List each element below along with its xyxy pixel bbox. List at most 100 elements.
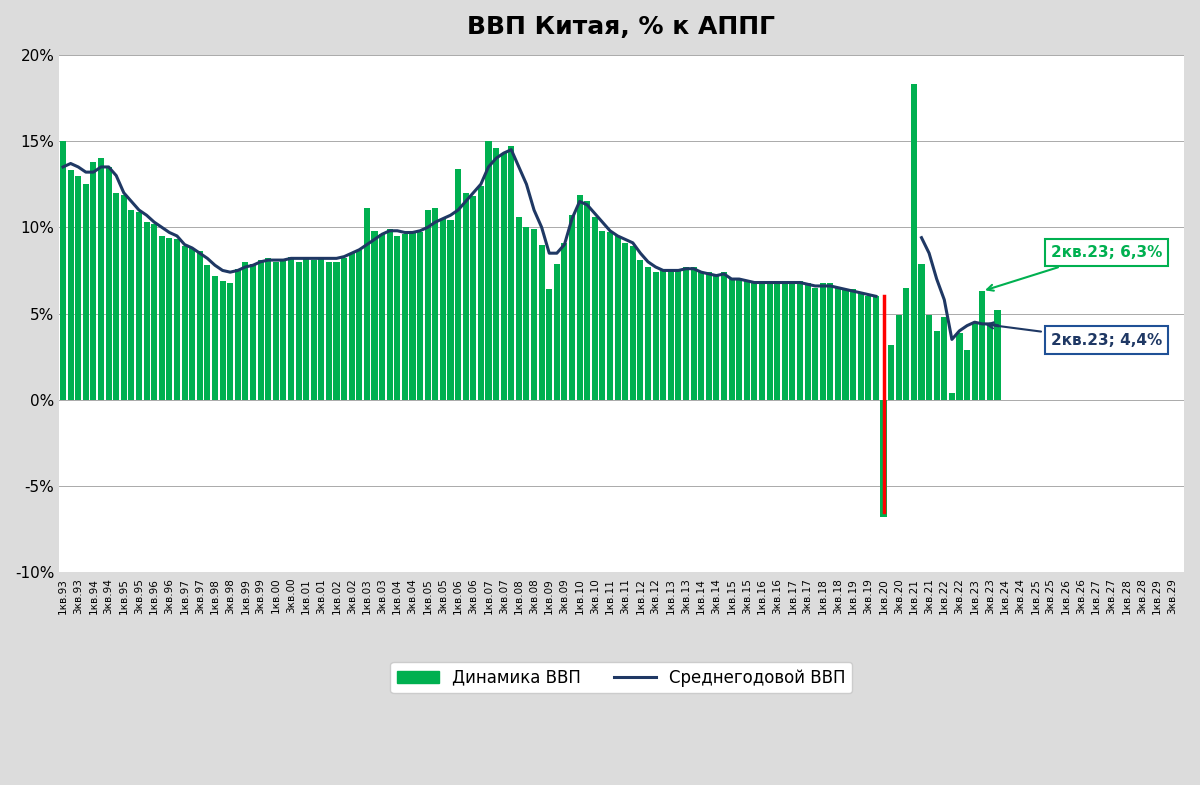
Bar — [395, 236, 401, 400]
Bar — [667, 268, 674, 400]
Bar — [926, 316, 932, 400]
Bar — [607, 232, 613, 400]
Bar — [721, 272, 727, 400]
Bar — [67, 170, 73, 400]
Bar — [881, 400, 887, 517]
Bar — [736, 279, 743, 400]
Bar — [258, 260, 264, 400]
Bar — [820, 283, 826, 400]
Bar — [144, 222, 150, 400]
Text: 2кв.23; 4,4%: 2кв.23; 4,4% — [988, 323, 1162, 348]
Bar — [599, 231, 606, 400]
Bar — [212, 276, 218, 400]
Bar — [250, 264, 256, 400]
Bar — [90, 162, 96, 400]
Bar — [265, 258, 271, 400]
Bar — [804, 283, 810, 400]
Bar — [676, 270, 682, 400]
Bar — [288, 257, 294, 400]
Bar — [425, 210, 431, 400]
Bar — [509, 146, 515, 400]
Title: ВВП Китая, % к АППГ: ВВП Китая, % к АППГ — [468, 15, 775, 39]
Bar — [904, 287, 910, 400]
Bar — [486, 141, 492, 400]
Bar — [622, 243, 629, 400]
Bar — [326, 262, 332, 400]
Bar — [827, 283, 833, 400]
Bar — [713, 276, 720, 400]
Bar — [767, 284, 773, 400]
Bar — [516, 217, 522, 400]
Bar — [683, 267, 689, 400]
Bar — [584, 202, 590, 400]
Bar — [660, 270, 666, 400]
Bar — [744, 281, 750, 400]
Text: 2кв.23; 6,3%: 2кв.23; 6,3% — [988, 245, 1162, 290]
Bar — [781, 283, 787, 400]
Bar — [379, 234, 385, 400]
Bar — [644, 267, 652, 400]
Bar — [204, 265, 210, 400]
Bar — [349, 254, 355, 400]
Bar — [576, 195, 583, 400]
Bar — [562, 243, 568, 400]
Bar — [895, 316, 901, 400]
Bar — [758, 284, 764, 400]
Bar — [956, 333, 962, 400]
Bar — [295, 262, 301, 400]
Bar — [386, 229, 392, 400]
Bar — [911, 84, 917, 400]
Bar — [478, 186, 484, 400]
Bar — [690, 267, 697, 400]
Bar — [304, 257, 310, 400]
Bar — [356, 250, 362, 400]
Bar — [463, 193, 469, 400]
Bar — [281, 260, 287, 400]
Bar — [630, 246, 636, 400]
Bar — [470, 196, 476, 400]
Bar — [493, 148, 499, 400]
Bar — [728, 279, 734, 400]
Bar — [539, 245, 545, 400]
Bar — [341, 258, 347, 400]
Bar — [523, 228, 529, 400]
Bar — [865, 296, 871, 400]
Bar — [790, 281, 796, 400]
Bar — [190, 248, 196, 400]
Bar — [121, 195, 127, 400]
Bar — [181, 246, 187, 400]
Bar — [934, 330, 940, 400]
Bar — [774, 284, 780, 400]
Bar — [888, 345, 894, 400]
Bar — [235, 268, 241, 400]
Bar — [106, 167, 112, 400]
Bar — [311, 260, 317, 400]
Bar — [751, 283, 757, 400]
Bar — [653, 272, 659, 400]
Bar — [113, 193, 119, 400]
Bar — [98, 159, 104, 400]
Bar — [706, 272, 712, 400]
Bar — [858, 293, 864, 400]
Bar — [995, 310, 1001, 400]
Bar — [128, 210, 134, 400]
Bar — [614, 236, 620, 400]
Bar — [979, 291, 985, 400]
Bar — [60, 141, 66, 400]
Bar — [227, 283, 233, 400]
Bar — [402, 234, 408, 400]
Bar — [850, 290, 856, 400]
Bar — [554, 264, 560, 400]
Bar — [364, 208, 370, 400]
Bar — [334, 262, 340, 400]
Bar — [136, 212, 142, 400]
Bar — [972, 322, 978, 400]
Bar — [174, 239, 180, 400]
Bar — [500, 153, 506, 400]
Bar — [409, 231, 415, 400]
Bar — [532, 229, 538, 400]
Bar — [698, 272, 704, 400]
Bar — [835, 287, 841, 400]
Bar — [318, 257, 324, 400]
Bar — [941, 317, 947, 400]
